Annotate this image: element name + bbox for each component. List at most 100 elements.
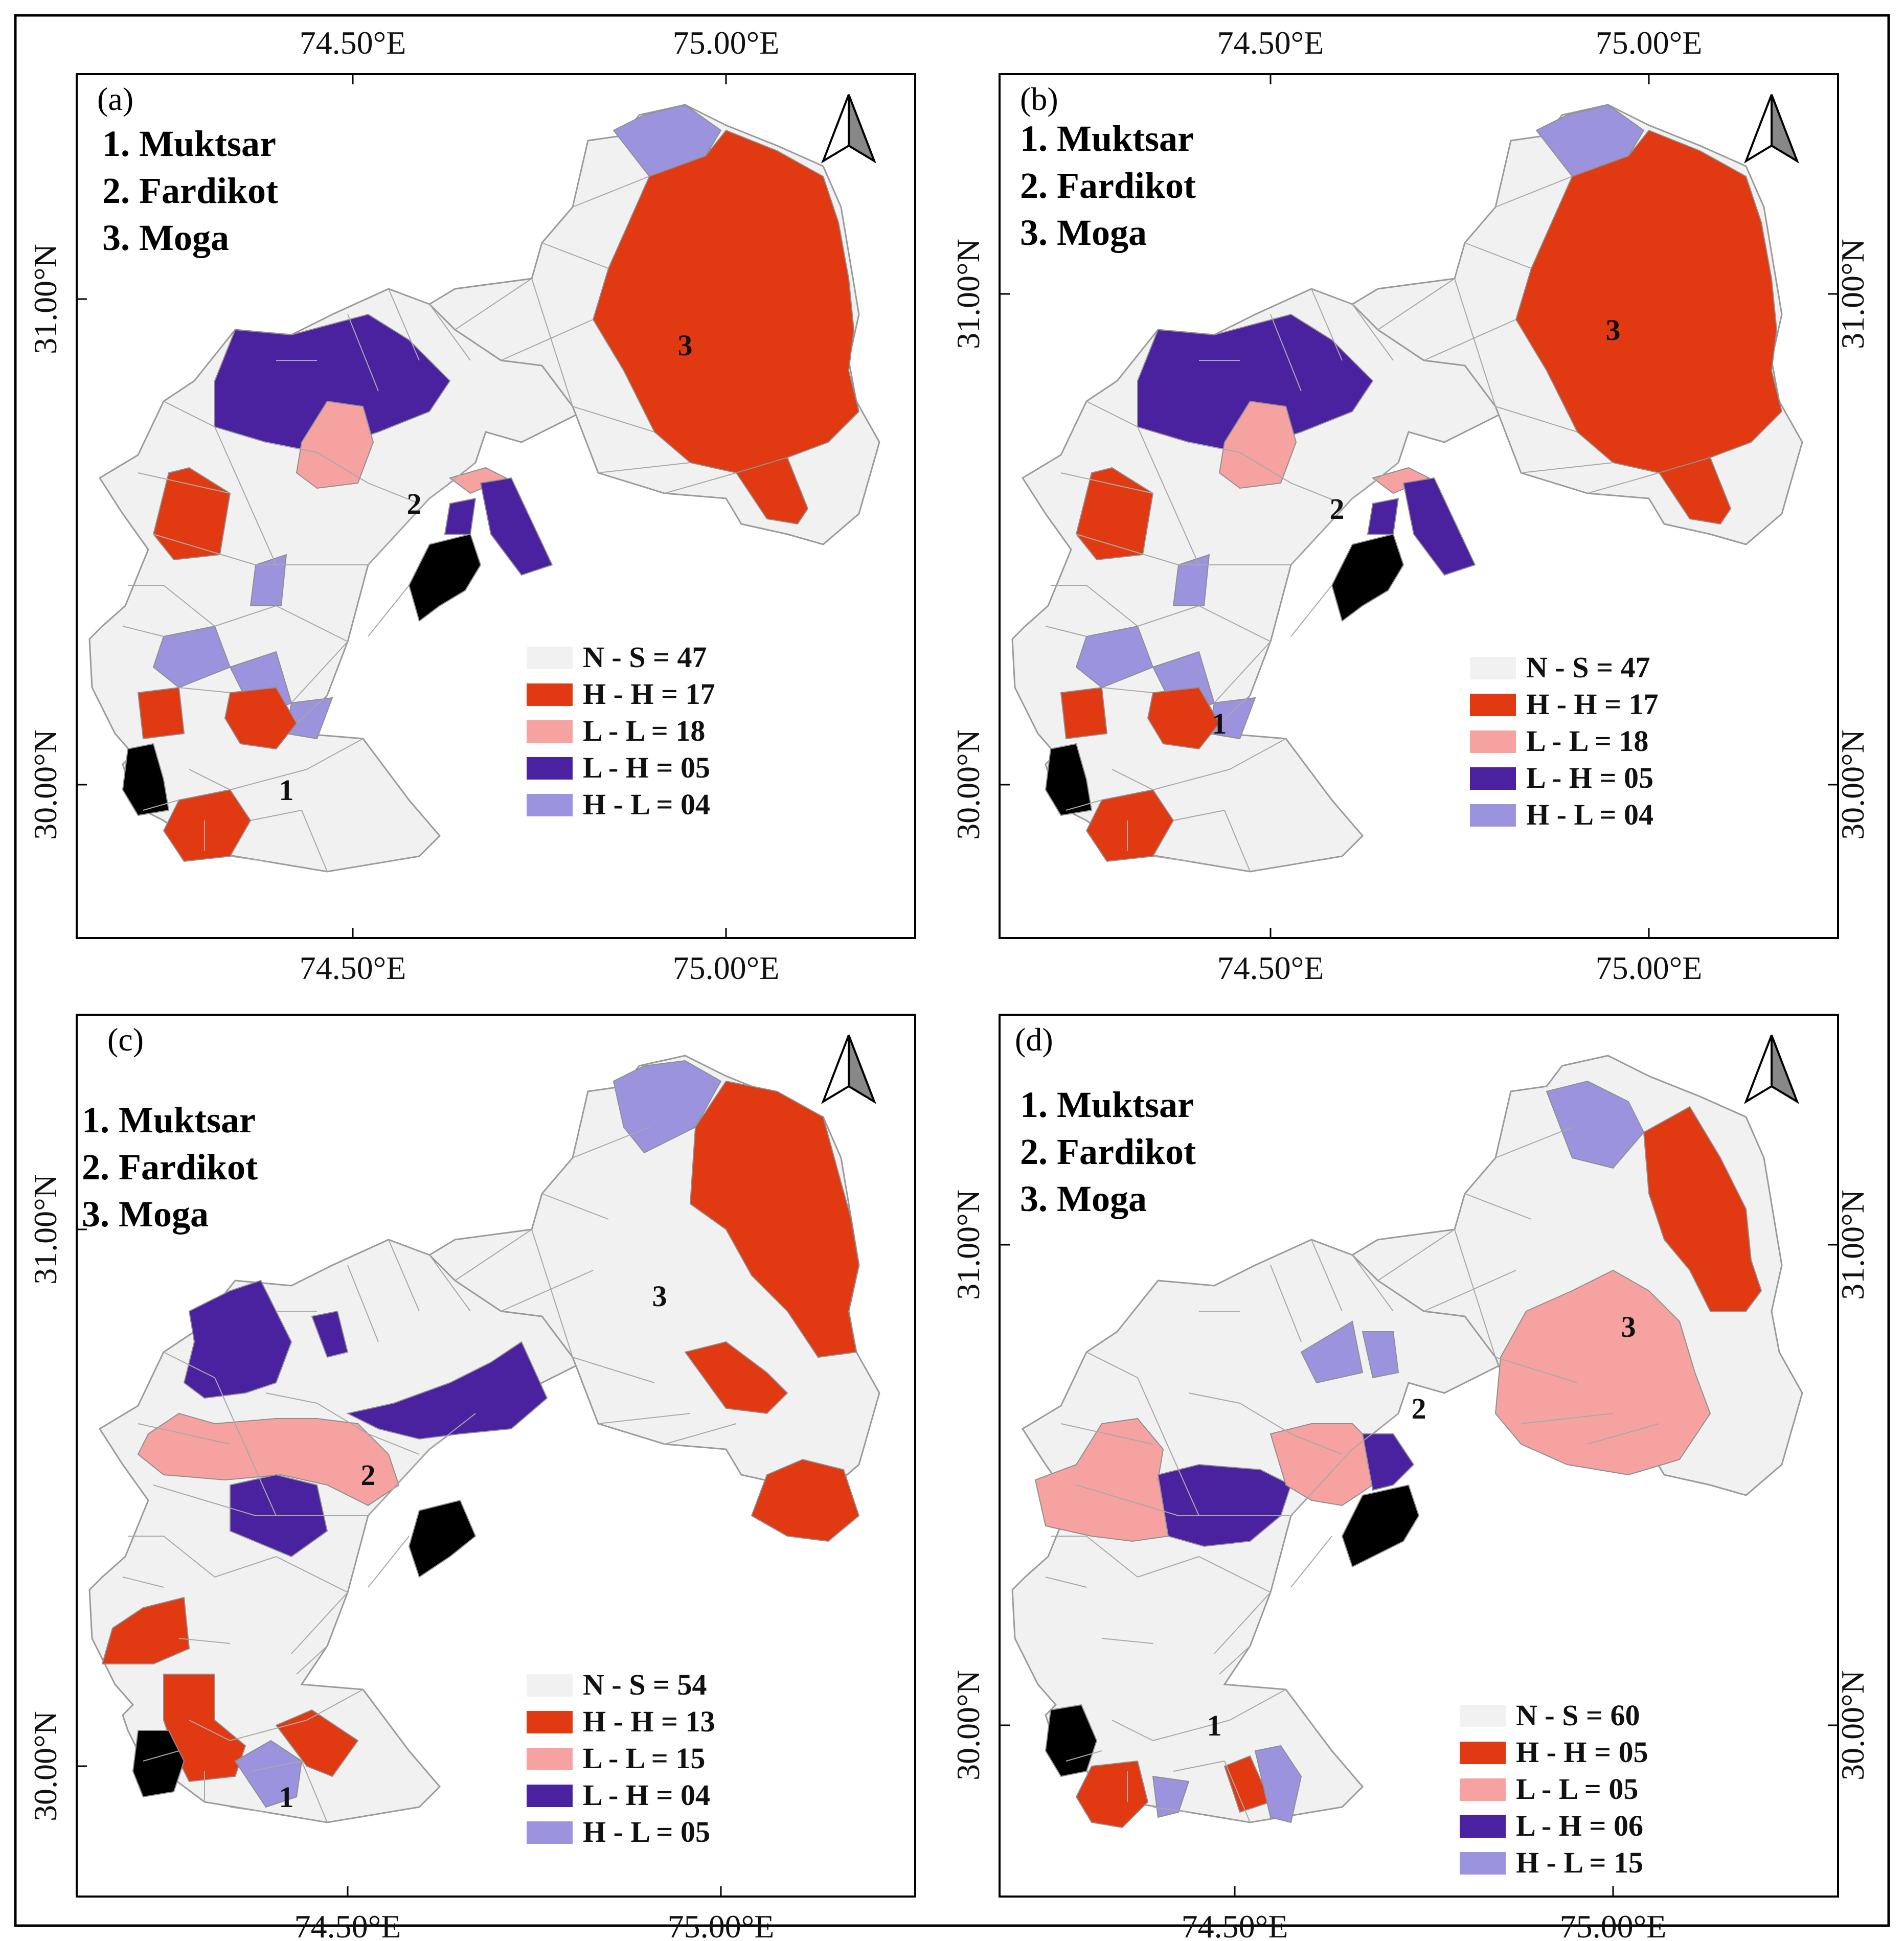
- legend-swatch-lh: [527, 757, 573, 780]
- unit-boundary: [429, 462, 476, 499]
- unit-boundary: [1464, 1193, 1532, 1220]
- unit-boundary: [301, 1761, 328, 1823]
- cluster-unit-lh: [1402, 477, 1476, 576]
- unit-boundary: [388, 288, 420, 361]
- unit-boundary: [541, 1193, 609, 1220]
- cluster-unit-hh: [1658, 456, 1732, 525]
- legend-entry: N - S = 54: [583, 1668, 707, 1701]
- legend-swatch-ns: [527, 1674, 573, 1697]
- unit-boundary: [541, 242, 609, 269]
- unit-boundary: [189, 769, 231, 790]
- legend-entry: L - H = 05: [1526, 761, 1653, 794]
- unit-boundary: [153, 1485, 256, 1516]
- legend-entry: L - H = 05: [583, 751, 710, 784]
- cluster-unit-hh: [224, 687, 298, 750]
- north-arrow-icon: [821, 1035, 876, 1104]
- cluster-unit-hl: [1075, 625, 1154, 689]
- cluster-unit-hl: [250, 554, 287, 606]
- legend-swatch-ns: [527, 647, 573, 669]
- unit-boundary: [1188, 1392, 1240, 1404]
- legend-entry: L - H = 06: [1516, 1809, 1643, 1842]
- cluster-unit-hh: [1515, 129, 1783, 474]
- district-number-2: 2: [1412, 1392, 1426, 1425]
- cluster-unit-hl: [613, 1060, 722, 1154]
- unit-boundary: [1137, 426, 1199, 565]
- district-number-3: 3: [652, 1280, 667, 1313]
- cluster-unit-lh: [183, 1280, 292, 1399]
- map-panel-a: 1 2 3 (a) 1. Muktsar 2. Fardikot 3. Moga N - S …: [27, 25, 916, 986]
- unit-boundary: [1587, 1423, 1660, 1445]
- map-panel-b: 1 2 3 (b)1. Muktsar 2. Fardikot 3. Moga N - S …: [950, 25, 1871, 986]
- legend-swatch-hl: [527, 1821, 573, 1844]
- tick-label-left: 31.00°N: [950, 239, 986, 349]
- district-number-3: 3: [1621, 1310, 1636, 1343]
- unit-boundary: [347, 1265, 379, 1342]
- unit-boundary: [1352, 1413, 1399, 1450]
- unit-boundary: [265, 442, 318, 453]
- unit-boundary: [1045, 1577, 1087, 1588]
- district-list-item: 1. Muktsar: [1020, 1084, 1194, 1125]
- unit-boundary: [1352, 304, 1394, 361]
- panel-label: (d): [1015, 1021, 1053, 1058]
- unit-boundary: [163, 1536, 215, 1578]
- unit-boundary: [455, 1229, 532, 1281]
- cluster-unit-black: [122, 743, 170, 816]
- legend-entry: H - L = 05: [583, 1815, 710, 1848]
- district-number-1: 1: [1212, 707, 1227, 740]
- cluster-unit-hl: [1152, 1775, 1190, 1818]
- cluster-unit-lh: [1362, 1433, 1415, 1491]
- district-number-2: 2: [1330, 492, 1345, 526]
- unit-boundary: [1454, 1229, 1496, 1358]
- cluster-unit-hl: [1300, 1320, 1364, 1384]
- cluster-unit-lh: [1367, 497, 1399, 535]
- unit-boundary: [429, 1413, 476, 1450]
- unit-boundary: [1224, 810, 1251, 872]
- cluster-unit-hh: [101, 1596, 190, 1664]
- legend-swatch-ns: [1460, 1705, 1506, 1727]
- legend-swatch-hl: [1470, 804, 1516, 827]
- unit-boundary: [265, 1392, 318, 1404]
- unit-boundary: [1112, 1720, 1153, 1741]
- tick-label-bottom: 75.00°E: [673, 950, 780, 986]
- panel-label: (a): [97, 81, 133, 117]
- district-number-2: 2: [407, 487, 422, 520]
- cluster-unit-lh: [311, 1310, 349, 1358]
- unit-boundary: [572, 176, 650, 208]
- unit-boundary: [296, 1646, 328, 1675]
- legend-swatch-lh: [1470, 767, 1516, 790]
- cluster-unit-black: [1331, 533, 1404, 622]
- unit-boundary: [178, 1638, 231, 1644]
- unit-boundary: [501, 1270, 594, 1312]
- unit-boundary: [664, 1423, 737, 1445]
- unit-boundary: [368, 1536, 410, 1588]
- cluster-unit-hl: [1254, 1745, 1302, 1823]
- unit-boundary: [1454, 278, 1496, 407]
- cluster-unit-hh: [1060, 687, 1108, 740]
- legend-swatch-lh: [1460, 1815, 1506, 1838]
- legend-entry: H - H = 05: [1516, 1736, 1648, 1769]
- unit-boundary: [178, 687, 231, 693]
- panel-label: (b): [1020, 81, 1058, 117]
- cluster-unit-black: [132, 1730, 185, 1798]
- unit-boundary: [1066, 1750, 1102, 1762]
- district-list-item: 2. Fardikot: [102, 170, 278, 211]
- unit-boundary: [138, 1423, 231, 1445]
- unit-boundary: [531, 278, 573, 407]
- unit-boundary: [214, 1377, 277, 1516]
- unit-boundary: [189, 1720, 231, 1741]
- unit-boundary: [306, 738, 364, 770]
- unit-boundary: [1229, 1689, 1286, 1721]
- unit-boundary: [1198, 605, 1271, 642]
- district-number-1: 1: [279, 773, 294, 807]
- unit-boundary: [429, 1254, 471, 1312]
- unit-boundary: [1521, 1413, 1614, 1424]
- tick-label-left: 31.00°N: [950, 1190, 986, 1300]
- unit-boundary: [1495, 176, 1573, 208]
- legend-entry: H - H = 17: [583, 677, 715, 711]
- cluster-unit-lh: [214, 313, 451, 453]
- legend-entry: H - L = 04: [583, 788, 710, 821]
- legend-entry: L - L = 18: [1526, 724, 1648, 758]
- unit-boundary: [347, 314, 379, 392]
- district-number-1: 1: [279, 1780, 294, 1814]
